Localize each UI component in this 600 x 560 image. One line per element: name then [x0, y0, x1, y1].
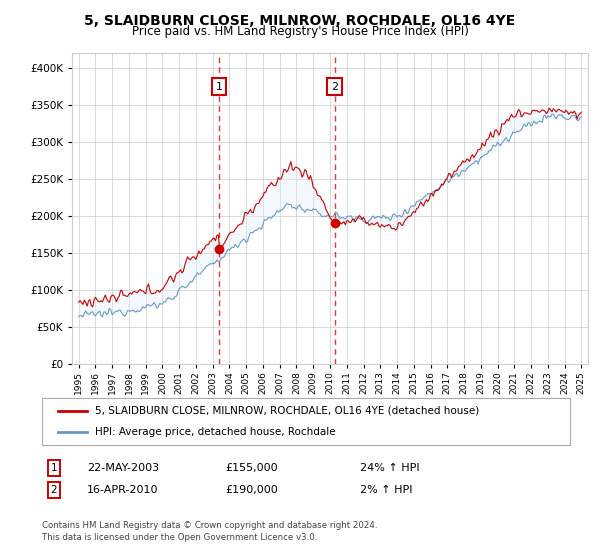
Text: HPI: Average price, detached house, Rochdale: HPI: Average price, detached house, Roch… [95, 427, 335, 437]
Text: £155,000: £155,000 [225, 463, 278, 473]
Text: 5, SLAIDBURN CLOSE, MILNROW, ROCHDALE, OL16 4YE (detached house): 5, SLAIDBURN CLOSE, MILNROW, ROCHDALE, O… [95, 406, 479, 416]
Text: 1: 1 [50, 463, 58, 473]
Text: This data is licensed under the Open Government Licence v3.0.: This data is licensed under the Open Gov… [42, 533, 317, 542]
Text: 2% ↑ HPI: 2% ↑ HPI [360, 485, 413, 495]
Text: £190,000: £190,000 [225, 485, 278, 495]
Text: 22-MAY-2003: 22-MAY-2003 [87, 463, 159, 473]
Text: 16-APR-2010: 16-APR-2010 [87, 485, 158, 495]
Text: 2: 2 [50, 485, 58, 495]
Text: 1: 1 [215, 82, 223, 91]
Text: 2: 2 [331, 82, 338, 91]
Text: 5, SLAIDBURN CLOSE, MILNROW, ROCHDALE, OL16 4YE: 5, SLAIDBURN CLOSE, MILNROW, ROCHDALE, O… [85, 14, 515, 28]
Text: Price paid vs. HM Land Registry's House Price Index (HPI): Price paid vs. HM Land Registry's House … [131, 25, 469, 38]
Text: 24% ↑ HPI: 24% ↑ HPI [360, 463, 419, 473]
Text: Contains HM Land Registry data © Crown copyright and database right 2024.: Contains HM Land Registry data © Crown c… [42, 521, 377, 530]
